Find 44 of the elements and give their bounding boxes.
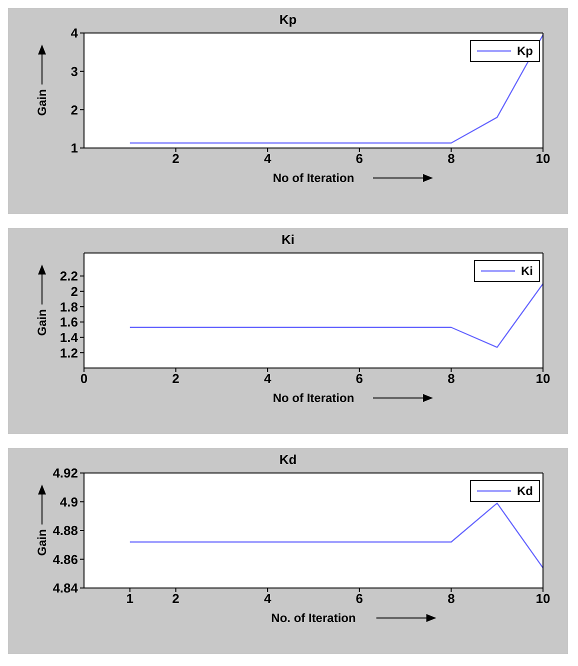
chart-title: Ki: [280, 231, 296, 248]
y-tick-label: 4.92: [52, 466, 78, 481]
x-axis-title: No of Iteration: [272, 171, 354, 185]
x-tick-label: 0: [80, 371, 88, 386]
y-tick-label: 4: [70, 26, 79, 41]
y-axis-title: Gain: [35, 89, 49, 116]
x-tick-label: 6: [356, 371, 364, 386]
x-tick-label: 4: [264, 151, 272, 166]
x-tick-label: 10: [536, 591, 550, 606]
y-tick-label: 4.9: [60, 494, 78, 510]
y-tick-label: 2: [70, 102, 78, 118]
x-tick-label: 8: [448, 591, 455, 606]
legend-label: Kd: [517, 484, 533, 498]
x-tick-label: 10: [536, 371, 550, 386]
y-tick-label: 1.6: [60, 314, 78, 330]
x-tick-label: 6: [356, 151, 364, 166]
x-axis-title: No. of Iteration: [271, 611, 356, 625]
y-tick-label: 4.86: [52, 552, 78, 567]
x-tick-label: 2: [172, 151, 180, 166]
x-tick-label: 4: [264, 591, 272, 606]
y-tick-label: 1: [70, 140, 78, 156]
x-tick-label: 8: [448, 151, 455, 166]
x-tick-label: 8: [448, 371, 455, 386]
chart-title: Kp: [279, 12, 297, 27]
y-tick-label: 3: [70, 64, 78, 79]
y-tick-label: 1.8: [60, 299, 78, 314]
y-tick-label: 4.88: [52, 523, 78, 538]
y-tick-label: 1.4: [60, 330, 79, 345]
legend-label: Kp: [517, 44, 533, 58]
x-axis-title: No of Iteration: [272, 391, 354, 405]
x-tick-label: 6: [356, 591, 364, 606]
x-tick-label: 1: [126, 591, 134, 606]
x-tick-label: 10: [536, 151, 550, 166]
y-axis-title: Gain: [35, 309, 49, 336]
x-tick-label: 2: [172, 591, 180, 606]
legend-label: Ki: [521, 264, 533, 278]
y-tick-label: 2.2: [60, 268, 78, 284]
x-tick-label: 2: [172, 371, 180, 386]
y-tick-label: 1.2: [60, 345, 78, 360]
y-axis-title: Gain: [35, 529, 49, 556]
y-tick-label: 2: [70, 284, 78, 299]
x-tick-label: 4: [264, 371, 272, 386]
chart-title: Kd: [279, 452, 297, 467]
y-tick-label: 4.84: [52, 580, 79, 596]
